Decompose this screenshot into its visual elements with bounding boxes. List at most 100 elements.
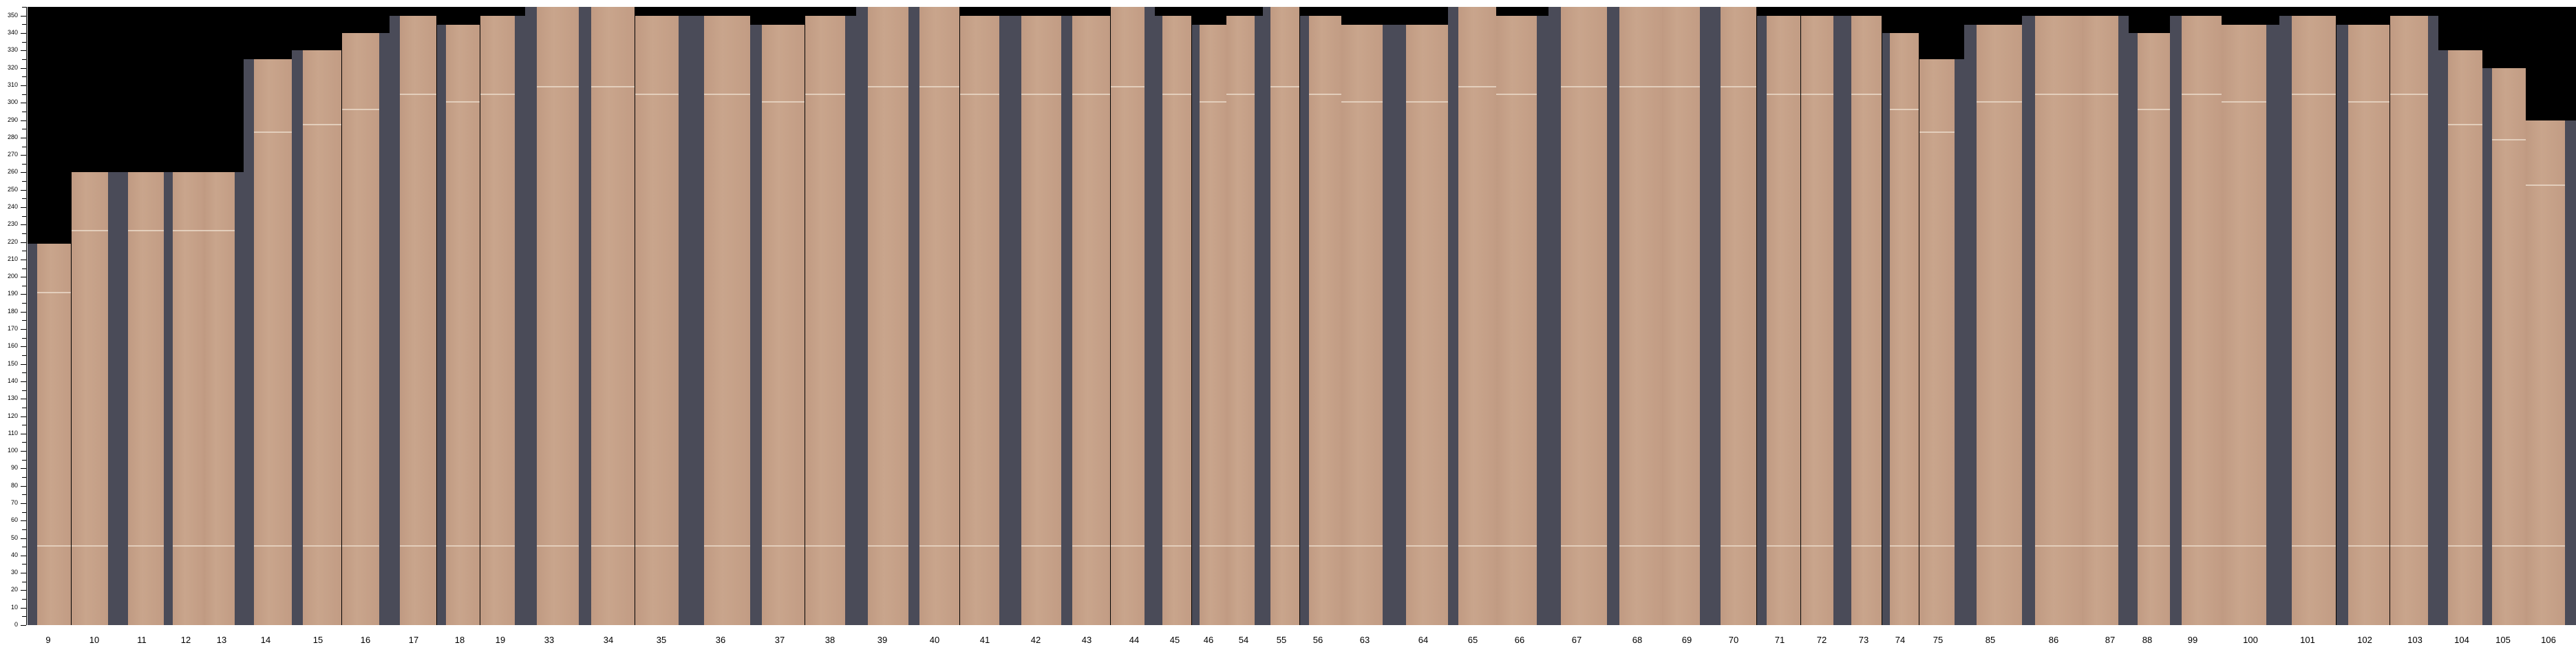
- sheet-bar: [1662, 7, 1700, 625]
- y-tick: [22, 181, 26, 182]
- y-tick: [21, 224, 26, 226]
- sheet-bar: [1561, 7, 1607, 625]
- veneer-sheet-68: [1607, 7, 1662, 625]
- y-tick: [22, 59, 26, 61]
- sheet-bar: [1341, 24, 1383, 625]
- y-tick: [21, 50, 26, 52]
- sheet-gap: [1154, 15, 1163, 625]
- veneer-sheet-99: [2170, 15, 2222, 625]
- veneer-sheet-73: [1842, 15, 1882, 625]
- y-tick: [22, 7, 26, 8]
- veneer-sheet-75: [1919, 59, 1964, 625]
- x-tick-label: 36: [715, 635, 726, 645]
- y-tick: [22, 599, 26, 600]
- x-tick-label: 14: [260, 635, 271, 645]
- veneer-sheet-64: [1394, 24, 1449, 625]
- y-tick: [21, 416, 26, 417]
- sheet-gap: [1536, 15, 1548, 625]
- y-tick: [22, 616, 26, 618]
- tape-line: [2082, 93, 2119, 95]
- y-tick-label: 300: [7, 98, 18, 106]
- tape-line: [536, 545, 579, 547]
- x-tick-label: 15: [312, 635, 323, 645]
- sheet-gap: [579, 7, 591, 625]
- sheet-bar: [2035, 15, 2082, 625]
- tape-line: [805, 545, 845, 547]
- y-tick: [21, 485, 26, 487]
- y-tick: [22, 41, 26, 43]
- veneer-sheet-105: [2482, 67, 2526, 625]
- x-tick-label: 106: [2541, 635, 2556, 645]
- tape-line: [2348, 545, 2390, 547]
- sheet-bar: [36, 244, 72, 625]
- sheet-bar: [805, 15, 845, 625]
- y-tick: [22, 94, 26, 95]
- tape-line: [172, 545, 204, 547]
- sheet-gap: [244, 59, 255, 625]
- tape-line: [1496, 93, 1537, 95]
- tape-line: [1720, 85, 1757, 87]
- sheet-gap: [1548, 7, 1562, 625]
- x-tick-label: 43: [1081, 635, 1092, 645]
- sheet-bar: [2491, 67, 2526, 625]
- sheet-bar: [2348, 24, 2390, 625]
- tape-line: [2291, 93, 2337, 95]
- tape-line: [762, 545, 805, 547]
- y-tick-label: 140: [7, 377, 18, 384]
- y-tick-label: 130: [7, 394, 18, 402]
- sheet-bar: [1308, 15, 1341, 625]
- tape-line: [1662, 85, 1700, 87]
- sheet-bar: [1110, 7, 1145, 625]
- y-tick-label: 230: [7, 220, 18, 228]
- y-tick: [22, 355, 26, 356]
- y-tick: [22, 564, 26, 565]
- veneer-sheet-14: [244, 59, 292, 625]
- tape-line: [204, 545, 235, 547]
- y-tick: [21, 120, 26, 121]
- y-tick-label: 70: [10, 498, 18, 506]
- y-tick-label: 200: [7, 273, 18, 280]
- y-tick-label: 320: [7, 63, 18, 71]
- sheet-bar: [1458, 7, 1496, 625]
- sheet-gap: [999, 15, 1010, 625]
- y-tick: [21, 67, 26, 69]
- veneer-sheet-41: [959, 15, 1010, 625]
- x-tick-label: 42: [1030, 635, 1041, 645]
- x-tick-label: 66: [1514, 635, 1525, 645]
- y-tick-label: 40: [10, 551, 18, 558]
- sheet-gap: [2022, 15, 2036, 625]
- sheet-gap: [1010, 15, 1022, 625]
- tape-line: [1561, 545, 1607, 547]
- sheet-bar: [1199, 24, 1226, 625]
- x-tick-label: 33: [544, 635, 555, 645]
- tape-line: [36, 292, 72, 294]
- sheet-gap: [679, 15, 691, 625]
- tape-line: [2389, 545, 2428, 547]
- x-tick-label: 102: [2357, 635, 2372, 645]
- tape-line: [1270, 85, 1300, 87]
- veneer-sheet-42: [1010, 15, 1061, 625]
- tape-line: [204, 229, 235, 231]
- veneer-sheet-55: [1262, 7, 1300, 625]
- sheet-bar: [1919, 59, 1955, 625]
- sheet-bar: [2389, 15, 2428, 625]
- sheet-gap: [856, 7, 868, 625]
- tape-line: [1405, 545, 1448, 547]
- sheet-gap: [2279, 15, 2292, 625]
- y-tick-label: 160: [7, 342, 18, 350]
- x-tick-label: 16: [360, 635, 371, 645]
- sheet-gap: [28, 244, 37, 625]
- x-tick-label: 13: [216, 635, 227, 645]
- tape-line: [400, 93, 437, 95]
- tape-line: [2138, 545, 2170, 547]
- veneer-sheet-panel: [28, 7, 2576, 625]
- tape-line: [1919, 131, 1955, 133]
- y-tick-label: 120: [7, 412, 18, 419]
- veneer-sheet-85: [1964, 24, 2022, 625]
- tape-line: [703, 545, 750, 547]
- veneer-sheet-13: [204, 172, 244, 625]
- sheet-bar: [446, 24, 480, 625]
- tape-line: [1110, 545, 1145, 547]
- tape-line: [1199, 101, 1226, 103]
- tape-line: [867, 85, 908, 87]
